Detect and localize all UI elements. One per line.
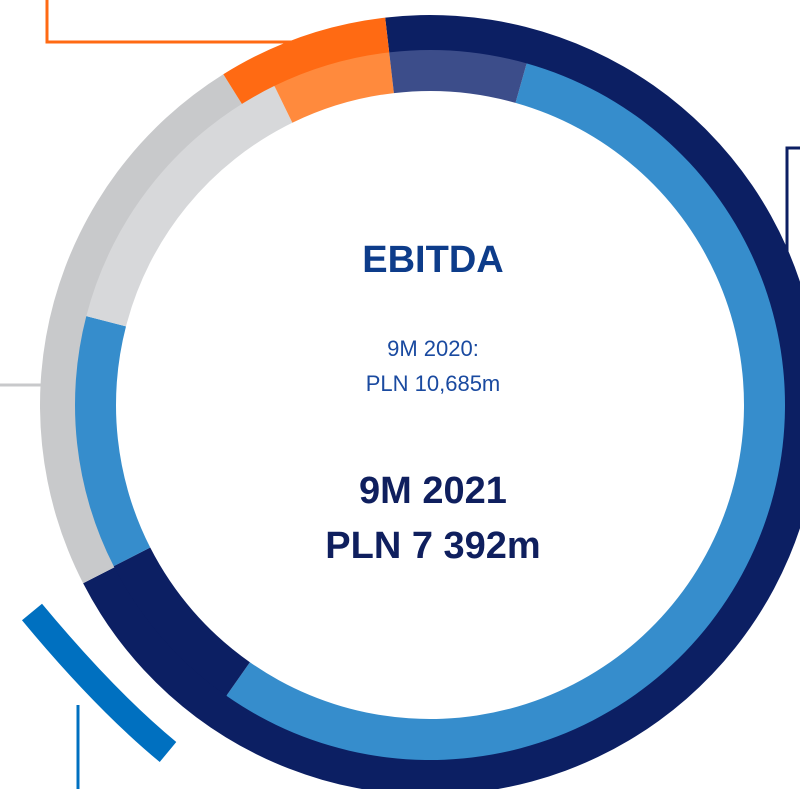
previous-period: 9M 2020: bbox=[387, 336, 479, 361]
navy-connector bbox=[785, 146, 800, 260]
current-period: 9M 2021 bbox=[359, 470, 507, 512]
blue-arc bbox=[21, 603, 177, 763]
ring-segment bbox=[226, 63, 786, 761]
previous-value: PLN 10,685m bbox=[366, 371, 501, 396]
rings bbox=[39, 15, 800, 789]
title: EBITDA bbox=[362, 239, 503, 281]
ring-segment bbox=[223, 17, 390, 105]
ring-segment bbox=[75, 316, 151, 567]
ring-segment bbox=[113, 547, 250, 696]
ring-segment bbox=[39, 74, 243, 584]
ring-segment bbox=[274, 52, 394, 123]
orange-connector bbox=[45, 0, 292, 44]
ring-segment bbox=[86, 85, 293, 327]
ring-segment bbox=[389, 49, 527, 103]
current-value: PLN 7 392m bbox=[325, 525, 540, 567]
